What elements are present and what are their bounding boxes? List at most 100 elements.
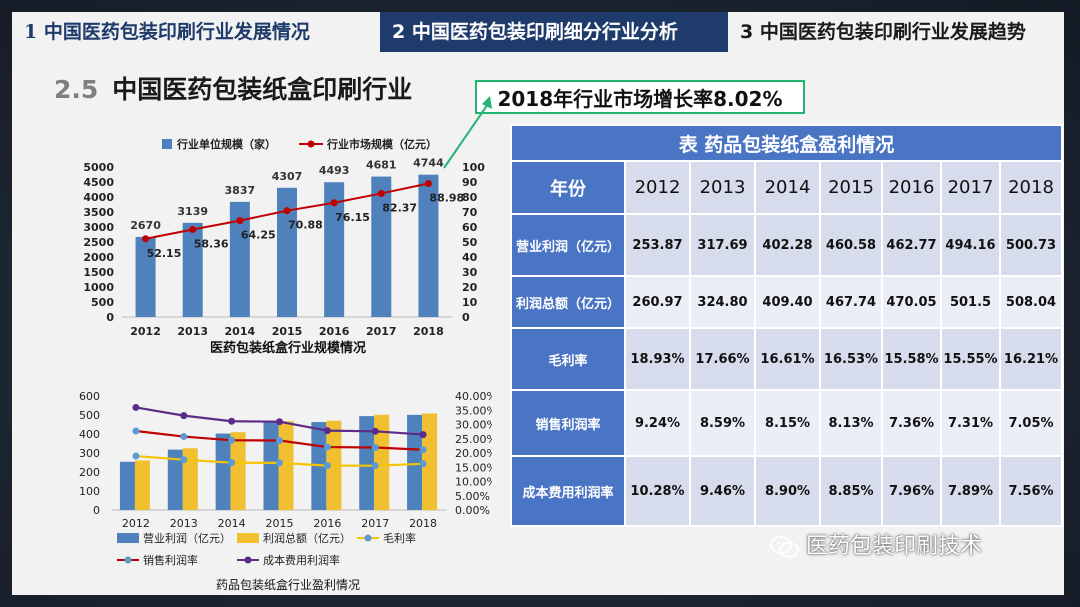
- legend-marker: [364, 534, 372, 542]
- line-point: [283, 207, 291, 215]
- table-cell: 7.36%: [881, 389, 942, 457]
- x-tick-label: 2018: [413, 325, 444, 338]
- x-tick-label: 2012: [122, 517, 150, 530]
- bar: [135, 236, 156, 317]
- line-point: [330, 199, 338, 207]
- bar-operating-profit: [359, 416, 375, 510]
- y-right-tick-label: 20.00%: [455, 447, 492, 460]
- bar-value-label: 4493: [319, 164, 350, 177]
- y-right-tick-label: 10: [462, 296, 478, 309]
- y-right-tick-label: 0.00%: [455, 504, 490, 517]
- line-point: [228, 459, 236, 467]
- line-point: [377, 189, 385, 197]
- bar: [229, 201, 250, 317]
- line-point: [371, 427, 379, 435]
- bar-value-label: 2670: [130, 219, 161, 232]
- table-cell: 7.31%: [940, 389, 1001, 457]
- tab-segment-analysis[interactable]: 2 中国医药包装印刷细分行业分析: [380, 12, 728, 52]
- section-title: 中国医药包装纸盒印刷行业: [112, 75, 413, 104]
- x-tick-label: 2015: [272, 325, 303, 338]
- row-label: 营业利润（亿元）: [510, 213, 626, 277]
- table-cell: 9.46%: [689, 455, 756, 527]
- bar-total-profit: [230, 432, 246, 510]
- y-left-tick-label: 2500: [83, 236, 114, 249]
- x-tick-label: 2014: [225, 325, 256, 338]
- line-point: [132, 427, 140, 435]
- y-left-tick-label: 3500: [83, 206, 114, 219]
- line-value-label: 64.25: [241, 229, 276, 242]
- y-right-tick-label: 50: [462, 236, 478, 249]
- table-cell: 460.58: [819, 213, 883, 277]
- table-cell: 253.87: [624, 213, 691, 277]
- bar-operating-profit: [119, 461, 135, 510]
- line-point: [142, 235, 150, 243]
- line-value-label: 76.15: [335, 211, 370, 224]
- table-cell: 8.13%: [819, 389, 883, 457]
- table-row: 营业利润（亿元） 253.87 317.69 402.28 460.58 462…: [510, 213, 1063, 277]
- table-cell: 10.28%: [624, 455, 691, 527]
- x-tick-label: 2012: [130, 325, 161, 338]
- x-tick-label: 2013: [177, 325, 208, 338]
- profit-chart: 0 100 200 300 400 500 600 0.00%5.00%10.00% 15.00…: [79, 390, 492, 592]
- legend-label: 营业利润（亿元）: [143, 531, 231, 545]
- wechat-icon: [770, 536, 799, 558]
- table-header-cell: 年份: [510, 160, 626, 215]
- y-right-tick-label: 90: [462, 176, 478, 189]
- y-left-tick-label: 100: [79, 485, 100, 498]
- tab-development[interactable]: 1 中国医药包装印刷行业发展情况: [12, 12, 380, 52]
- table-cell: 508.04: [999, 275, 1063, 329]
- y-left-tick-label: 500: [91, 296, 114, 309]
- chart-title: 药品包装纸盒行业盈利情况: [216, 577, 360, 592]
- legend-label: 毛利率: [383, 531, 416, 545]
- table-header-cell: 2015: [819, 160, 883, 215]
- line-point: [323, 462, 331, 470]
- callout-arrow: [443, 96, 492, 169]
- bar: [418, 174, 439, 317]
- line-point: [276, 436, 283, 444]
- y-left-tick-label: 5000: [83, 161, 114, 174]
- y-right-tick-label: 100: [462, 161, 485, 174]
- y-right-tick-label: 30: [462, 266, 478, 279]
- tab-trends[interactable]: 3 中国医药包装印刷行业发展趋势: [728, 12, 1064, 52]
- y-left-tick-label: 4500: [83, 176, 114, 189]
- bar-value-label: 4744: [413, 157, 444, 170]
- line-value-label: 88.98: [429, 192, 464, 205]
- y-left-tick-label: 0: [106, 311, 114, 324]
- legend-swatch: [162, 139, 172, 149]
- bar-value-label: 4307: [272, 170, 303, 183]
- page-title: 2.5 中国医药包装纸盒印刷行业: [54, 70, 412, 106]
- bar-total-profit: [422, 413, 438, 510]
- x-tick-label: 2016: [319, 325, 350, 338]
- line-point: [371, 462, 379, 470]
- table-cell: 260.97: [624, 275, 691, 329]
- bar: [182, 222, 203, 317]
- table-cell: 15.58%: [881, 327, 942, 391]
- table-header-cell: 2016: [881, 160, 942, 215]
- bar-total-profit: [134, 460, 150, 510]
- growth-callout: 2018年行业市场增长率8.02%: [475, 80, 805, 114]
- y-left-tick-label: 1000: [83, 281, 114, 294]
- table-cell: 15.55%: [940, 327, 1001, 391]
- table-cell: 7.05%: [999, 389, 1063, 457]
- y-left-tick-label: 0: [93, 504, 100, 517]
- table-cell: 8.15%: [754, 389, 821, 457]
- line-point: [180, 412, 188, 420]
- table-row: 销售利润率 9.24% 8.59% 8.15% 8.13% 7.36% 7.31…: [510, 389, 1063, 457]
- slide: 1 中国医药包装印刷行业发展情况 2 中国医药包装印刷细分行业分析 3 中国医药…: [12, 12, 1064, 595]
- y-right-tick-label: 5.00%: [455, 490, 490, 503]
- bar-operating-profit: [407, 414, 423, 510]
- bar-value-label: 3139: [177, 205, 208, 218]
- line-point: [132, 452, 140, 460]
- x-tick-label: 2017: [366, 325, 397, 338]
- y-left-tick-label: 400: [79, 428, 100, 441]
- y-right-tick-label: 40: [462, 251, 478, 264]
- table-cell: 501.5: [940, 275, 1001, 329]
- x-tick-label: 2018: [409, 517, 437, 530]
- table-cell: 494.16: [940, 213, 1001, 277]
- line-point: [228, 417, 236, 425]
- table-caption: 表 药品包装纸盒盈利情况: [510, 124, 1063, 162]
- line-point: [189, 225, 197, 233]
- x-tick-label: 2013: [170, 517, 198, 530]
- table-row: 利润总额（亿元） 260.97 324.80 409.40 467.74 470…: [510, 275, 1063, 329]
- legend-marker: [244, 556, 252, 564]
